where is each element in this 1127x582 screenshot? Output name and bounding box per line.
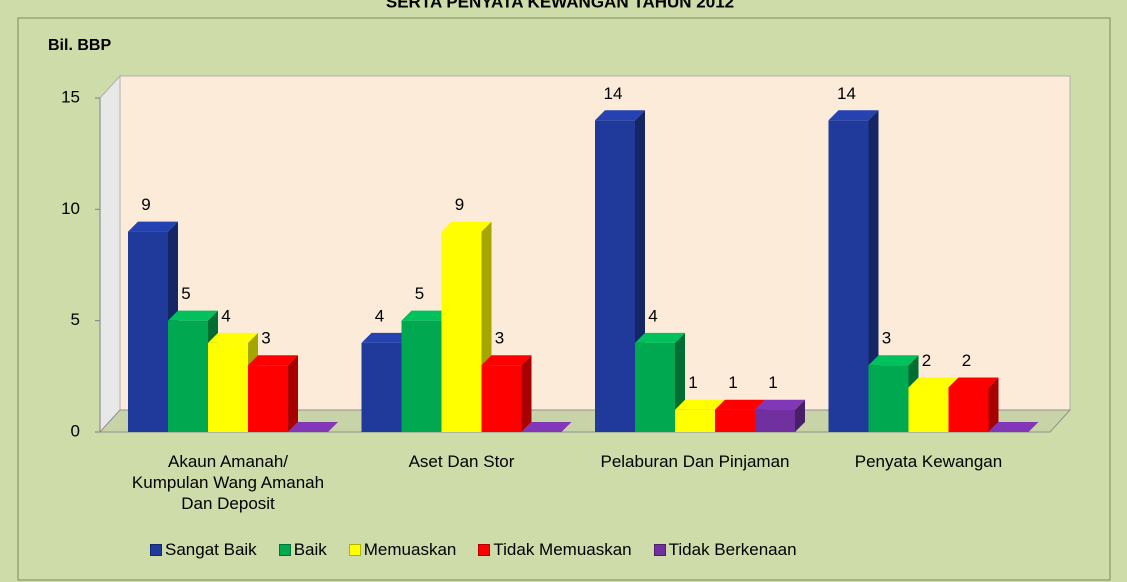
bar-front (361, 342, 402, 432)
bar-front (828, 120, 869, 433)
data-label: 4 (648, 306, 657, 325)
legend-swatch (653, 544, 666, 556)
x-tick-label: Akaun Amanah/ Kumpulan Wang Amanah Dan D… (131, 452, 325, 513)
bar-front (715, 409, 755, 432)
y-axis-label: Bil. BBP (48, 37, 111, 54)
bar-front (401, 320, 442, 432)
bar-front (675, 409, 715, 432)
bar-top (868, 355, 919, 366)
bar (521, 422, 572, 432)
legend-item: Tidak Berkenaan (653, 540, 797, 560)
bar-front (168, 320, 208, 432)
bar-top (715, 399, 765, 410)
data-label: 5 (415, 284, 424, 303)
bar-front (595, 120, 635, 433)
bar-side (521, 355, 532, 432)
data-label: 5 (181, 284, 190, 303)
bar-front (635, 342, 675, 432)
legend-swatch (150, 544, 162, 556)
bar-side (288, 355, 298, 432)
y-tick-label: 5 (71, 310, 80, 329)
data-label: 4 (221, 306, 230, 325)
bar (168, 310, 218, 432)
data-label: 9 (455, 195, 464, 214)
bar-front (755, 409, 795, 432)
bar-top (168, 310, 218, 321)
data-label: 4 (375, 306, 384, 325)
bar (595, 110, 645, 433)
data-label: 14 (837, 84, 856, 103)
bar-front (248, 365, 288, 432)
bar (755, 399, 805, 432)
bar-top (828, 110, 879, 121)
legend-item: Memuaskan (348, 540, 457, 560)
bar-top (481, 355, 532, 366)
bar-top (948, 377, 999, 388)
bar-top (248, 355, 298, 366)
data-label: 9 (141, 195, 150, 214)
frame (17, 17, 1111, 581)
bar-front (481, 365, 522, 432)
legend-swatch (278, 544, 291, 556)
y-tick-label: 10 (61, 199, 80, 218)
chart-title: SERTA PENYATA KEWANGAN TAHUN 2012 (386, 0, 734, 11)
bar-front (441, 231, 482, 432)
data-label: 14 (604, 84, 623, 103)
bar (948, 377, 999, 432)
x-tick-label: Aset Dan Stor (408, 452, 515, 471)
bar (288, 422, 338, 432)
bar-top (521, 422, 572, 432)
y-tick-label: 15 (61, 87, 80, 106)
bar-front (908, 387, 949, 432)
bar (988, 422, 1039, 432)
bar-top (988, 422, 1039, 432)
y-tick-label: 0 (71, 421, 80, 440)
data-label: 2 (962, 351, 971, 370)
bar (481, 355, 532, 432)
data-label: 1 (768, 373, 777, 392)
bar-top (401, 310, 452, 321)
legend-label: Sangat Baik (165, 540, 257, 559)
legend-item: Sangat Baik (150, 540, 257, 560)
bar-top (635, 332, 685, 343)
data-label: 2 (922, 351, 931, 370)
bar (828, 110, 879, 433)
bar-side (868, 110, 879, 433)
x-tick-label: Pelaburan Dan Pinjaman (600, 452, 790, 471)
legend-swatch (348, 544, 361, 556)
bar-top (908, 377, 959, 388)
bar-top (675, 399, 725, 410)
data-label: 1 (688, 373, 697, 392)
bar-front (868, 365, 909, 432)
legend-label: Tidak Memuaskan (493, 540, 632, 559)
bar-top (755, 399, 805, 410)
bar-top (595, 110, 645, 121)
legend-item: Baik (278, 540, 327, 560)
bar (248, 355, 298, 432)
bar-top (208, 332, 258, 343)
legend-label: Baik (293, 540, 327, 559)
bar-top (441, 221, 492, 232)
data-label: 1 (728, 373, 737, 392)
data-label: 3 (882, 329, 891, 348)
bar-top (288, 422, 338, 432)
legend-label: Memuaskan (363, 540, 457, 559)
data-label: 3 (495, 329, 504, 348)
bar-front (208, 342, 248, 432)
x-tick-label: Penyata Kewangan (854, 452, 1003, 471)
bar-top (361, 332, 412, 343)
bar-front (948, 387, 989, 432)
data-label: 3 (261, 329, 270, 348)
legend-label: Tidak Berkenaan (668, 540, 797, 559)
bar-side (795, 399, 805, 432)
bar-top (128, 221, 178, 232)
legend: Sangat Baik Baik Memuaskan Tidak Memuaskan T… (150, 540, 797, 560)
bar-front (128, 231, 168, 432)
legend-item: Tidak Memuaskan (478, 540, 632, 560)
legend-swatch (478, 544, 491, 556)
bar-side (988, 377, 999, 432)
left-wall (99, 74, 121, 434)
